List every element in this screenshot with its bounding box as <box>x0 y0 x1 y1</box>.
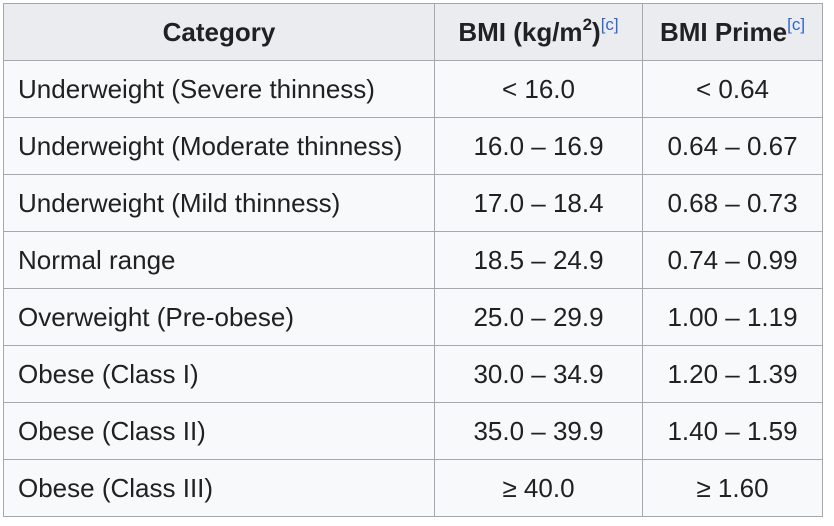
header-bmi-exponent: 2 <box>582 15 593 34</box>
header-category: Category <box>3 3 435 61</box>
bmi-cell: 35.0 – 39.9 <box>434 402 643 460</box>
header-prime: BMI Prime[c] <box>642 3 823 61</box>
header-bmi-close: ) <box>592 17 601 47</box>
prime-cell: ≥ 1.60 <box>642 459 823 517</box>
header-bmi-label: BMI (kg/m <box>458 17 583 47</box>
prime-cell: 1.20 – 1.39 <box>642 345 823 403</box>
prime-cell: 0.74 – 0.99 <box>642 231 823 289</box>
header-prime-label: BMI Prime <box>659 17 788 47</box>
table-row: Normal range 18.5 – 24.9 0.74 – 0.99 <box>3 231 823 289</box>
table-row: Obese (Class III) ≥ 40.0 ≥ 1.60 <box>3 459 823 517</box>
header-prime-reference: [c] <box>787 15 805 34</box>
bmi-cell: 17.0 – 18.4 <box>434 174 643 232</box>
table-row: Underweight (Mild thinness) 17.0 – 18.4 … <box>3 174 823 232</box>
category-cell: Overweight (Pre-obese) <box>3 288 435 346</box>
header-bmi: BMI (kg/m2)[c] <box>434 3 643 61</box>
table-row: Underweight (Severe thinness) < 16.0 < 0… <box>3 60 823 118</box>
bmi-reference-link[interactable]: [c] <box>600 15 619 34</box>
category-cell: Underweight (Severe thinness) <box>3 60 435 118</box>
category-cell: Obese (Class I) <box>3 345 435 403</box>
bmi-category-table: Category BMI (kg/m2)[c] BMI Prime[c] Und… <box>3 3 823 517</box>
bmi-cell: 30.0 – 34.9 <box>434 345 643 403</box>
bmi-cell: 25.0 – 29.9 <box>434 288 643 346</box>
category-cell: Normal range <box>3 231 435 289</box>
bmi-cell: 18.5 – 24.9 <box>434 231 643 289</box>
prime-reference-link[interactable]: [c] <box>787 15 806 34</box>
bmi-cell: 16.0 – 16.9 <box>434 117 643 175</box>
bmi-cell: ≥ 40.0 <box>434 459 643 517</box>
prime-cell: 0.64 – 0.67 <box>642 117 823 175</box>
prime-cell: 1.40 – 1.59 <box>642 402 823 460</box>
header-row: Category BMI (kg/m2)[c] BMI Prime[c] <box>3 3 823 61</box>
category-cell: Underweight (Mild thinness) <box>3 174 435 232</box>
category-cell: Obese (Class II) <box>3 402 435 460</box>
category-cell: Obese (Class III) <box>3 459 435 517</box>
bmi-cell: < 16.0 <box>434 60 643 118</box>
prime-cell: 1.00 – 1.19 <box>642 288 823 346</box>
table-row: Overweight (Pre-obese) 25.0 – 29.9 1.00 … <box>3 288 823 346</box>
prime-cell: < 0.64 <box>642 60 823 118</box>
table-row: Obese (Class I) 30.0 – 34.9 1.20 – 1.39 <box>3 345 823 403</box>
table-row: Underweight (Moderate thinness) 16.0 – 1… <box>3 117 823 175</box>
header-bmi-reference: [c] <box>601 15 619 34</box>
prime-cell: 0.68 – 0.73 <box>642 174 823 232</box>
category-cell: Underweight (Moderate thinness) <box>3 117 435 175</box>
table-row: Obese (Class II) 35.0 – 39.9 1.40 – 1.59 <box>3 402 823 460</box>
